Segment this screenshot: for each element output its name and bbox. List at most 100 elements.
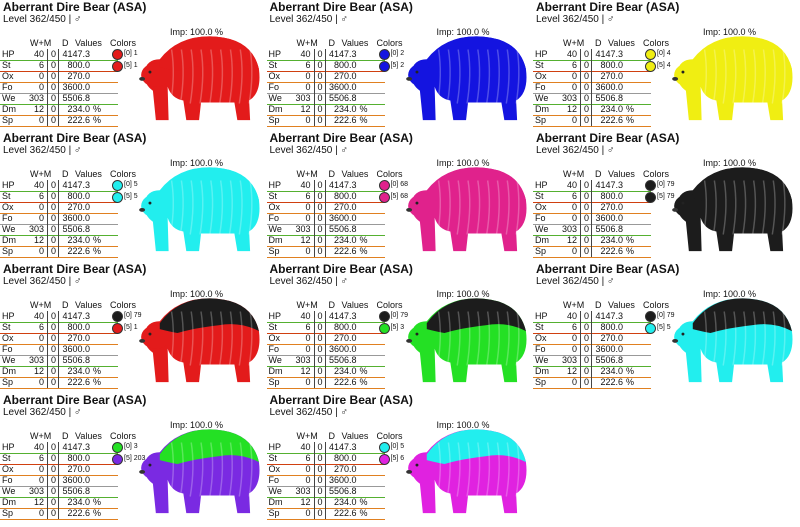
fur-stripe bbox=[446, 180, 451, 235]
fur-stripe bbox=[781, 311, 786, 366]
stat-unit: % bbox=[626, 235, 635, 245]
stat-unit: % bbox=[626, 104, 635, 114]
column-header: D bbox=[595, 38, 602, 48]
stat-row: Sp 0 0 222.6% bbox=[533, 115, 651, 127]
level: Level 362/450 | ♂ bbox=[3, 14, 82, 25]
fur-stripe bbox=[209, 311, 214, 366]
stat-dom: 0 bbox=[51, 366, 57, 376]
bear-nose bbox=[672, 207, 679, 212]
sep bbox=[591, 366, 592, 377]
level: Level 362/450 | ♂ bbox=[3, 276, 82, 287]
stat-value: 234.0 bbox=[600, 235, 623, 245]
sep bbox=[313, 453, 315, 464]
stat-row: Ox 0 0 270.0 bbox=[533, 202, 651, 214]
level: Level 362/450 | ♂ bbox=[536, 145, 615, 156]
column-header: Values bbox=[341, 38, 369, 48]
stat-points: 6 bbox=[38, 191, 44, 201]
stat-row: We 303 0 5506.8 bbox=[533, 355, 651, 367]
sep bbox=[58, 235, 59, 246]
stat-points: 0 bbox=[571, 82, 577, 92]
color-swatch bbox=[645, 49, 656, 60]
bear-head bbox=[674, 325, 704, 349]
sep bbox=[58, 322, 59, 333]
stat-dom: 0 bbox=[51, 235, 57, 245]
imprint: Imp: 100.0 % bbox=[436, 289, 490, 299]
creature-image bbox=[139, 167, 260, 252]
stat-row: Dm 12 0 234.0% bbox=[0, 366, 118, 378]
fur-stripe bbox=[514, 311, 520, 366]
fur-stripe bbox=[455, 311, 461, 366]
stat-value: 4147.3 bbox=[595, 180, 623, 190]
sep bbox=[58, 497, 59, 508]
fur-stripe bbox=[169, 180, 175, 235]
sep bbox=[591, 213, 592, 224]
sep bbox=[313, 442, 315, 453]
bear-back bbox=[426, 36, 526, 72]
fur-stripe bbox=[446, 49, 451, 104]
stat-name: Fo bbox=[535, 344, 546, 354]
bear-nose bbox=[405, 207, 412, 212]
stat-points: 6 bbox=[571, 60, 577, 70]
sep bbox=[324, 333, 326, 344]
stat-value: 222.6 bbox=[600, 377, 623, 387]
stat-dom: 0 bbox=[51, 464, 57, 474]
fur-stripe bbox=[228, 442, 233, 497]
stat-value: 222.6 bbox=[333, 377, 357, 387]
column-header: D bbox=[595, 300, 602, 310]
stat-unit: % bbox=[93, 246, 102, 256]
sep bbox=[47, 355, 48, 366]
sep bbox=[591, 93, 592, 104]
stat-value: 5506.8 bbox=[62, 224, 90, 234]
creature-image bbox=[672, 167, 793, 252]
stat-points: 0 bbox=[38, 344, 44, 354]
sep bbox=[58, 213, 59, 224]
creature-title: Aberrant Dire Bear (ASA) bbox=[536, 131, 680, 145]
fur-stripe bbox=[436, 180, 441, 235]
stat-dom: 0 bbox=[51, 475, 57, 485]
stat-value: 270.0 bbox=[67, 202, 90, 212]
stat-dom: 0 bbox=[317, 322, 323, 332]
stat-dom: 0 bbox=[51, 104, 57, 114]
column-header: Values bbox=[75, 431, 102, 441]
sep bbox=[591, 71, 592, 82]
stat-name: St bbox=[535, 322, 544, 332]
stat-row: Fo 0 0 3600.0 bbox=[266, 344, 385, 356]
stat-value: 4147.3 bbox=[595, 311, 623, 321]
stat-points: 40 bbox=[300, 442, 311, 452]
stat-row: St 6 0 800.0 bbox=[0, 453, 118, 465]
fur-stripe bbox=[189, 442, 194, 497]
stat-dom: 0 bbox=[584, 311, 590, 321]
stat-points: 0 bbox=[571, 333, 577, 343]
sep bbox=[324, 311, 326, 322]
stat-dom: 0 bbox=[317, 93, 323, 103]
stat-value: 234.0 bbox=[600, 366, 623, 376]
fur-stripe bbox=[514, 442, 520, 497]
column-header: D bbox=[62, 300, 69, 310]
bear-eye bbox=[414, 332, 418, 336]
sep bbox=[591, 246, 592, 257]
column-header: Values bbox=[608, 300, 635, 310]
stat-points: 6 bbox=[38, 60, 44, 70]
stat-row: Fo 0 0 3600.0 bbox=[0, 475, 118, 487]
stat-dom: 0 bbox=[51, 191, 57, 201]
stat-dom: 0 bbox=[51, 60, 57, 70]
sep bbox=[47, 213, 48, 224]
stat-dom: 0 bbox=[584, 333, 590, 343]
sep bbox=[47, 104, 48, 115]
stat-dom: 0 bbox=[317, 191, 323, 201]
sep bbox=[591, 49, 592, 60]
stat-name: We bbox=[535, 355, 549, 365]
stat-row: HP 40 0 4147.3 bbox=[533, 311, 651, 323]
color-label: [5] 3 bbox=[390, 324, 405, 331]
stat-row: Sp 0 0 222.6% bbox=[0, 115, 118, 127]
fur-stripe bbox=[179, 180, 184, 235]
stat-unit: % bbox=[626, 377, 635, 387]
stat-dom: 0 bbox=[317, 82, 323, 92]
creature-card: Aberrant Dire Bear (ASA) Level 362/450 | … bbox=[533, 131, 799, 262]
creature-image bbox=[139, 429, 260, 514]
colors-header: Colors bbox=[643, 38, 670, 48]
stat-name: Sp bbox=[268, 508, 280, 518]
level: Level 362/450 | ♂ bbox=[269, 14, 349, 25]
fur-stripe bbox=[238, 311, 243, 366]
creature-card: Aberrant Dire Bear (ASA) Level 362/450 | … bbox=[0, 131, 266, 262]
